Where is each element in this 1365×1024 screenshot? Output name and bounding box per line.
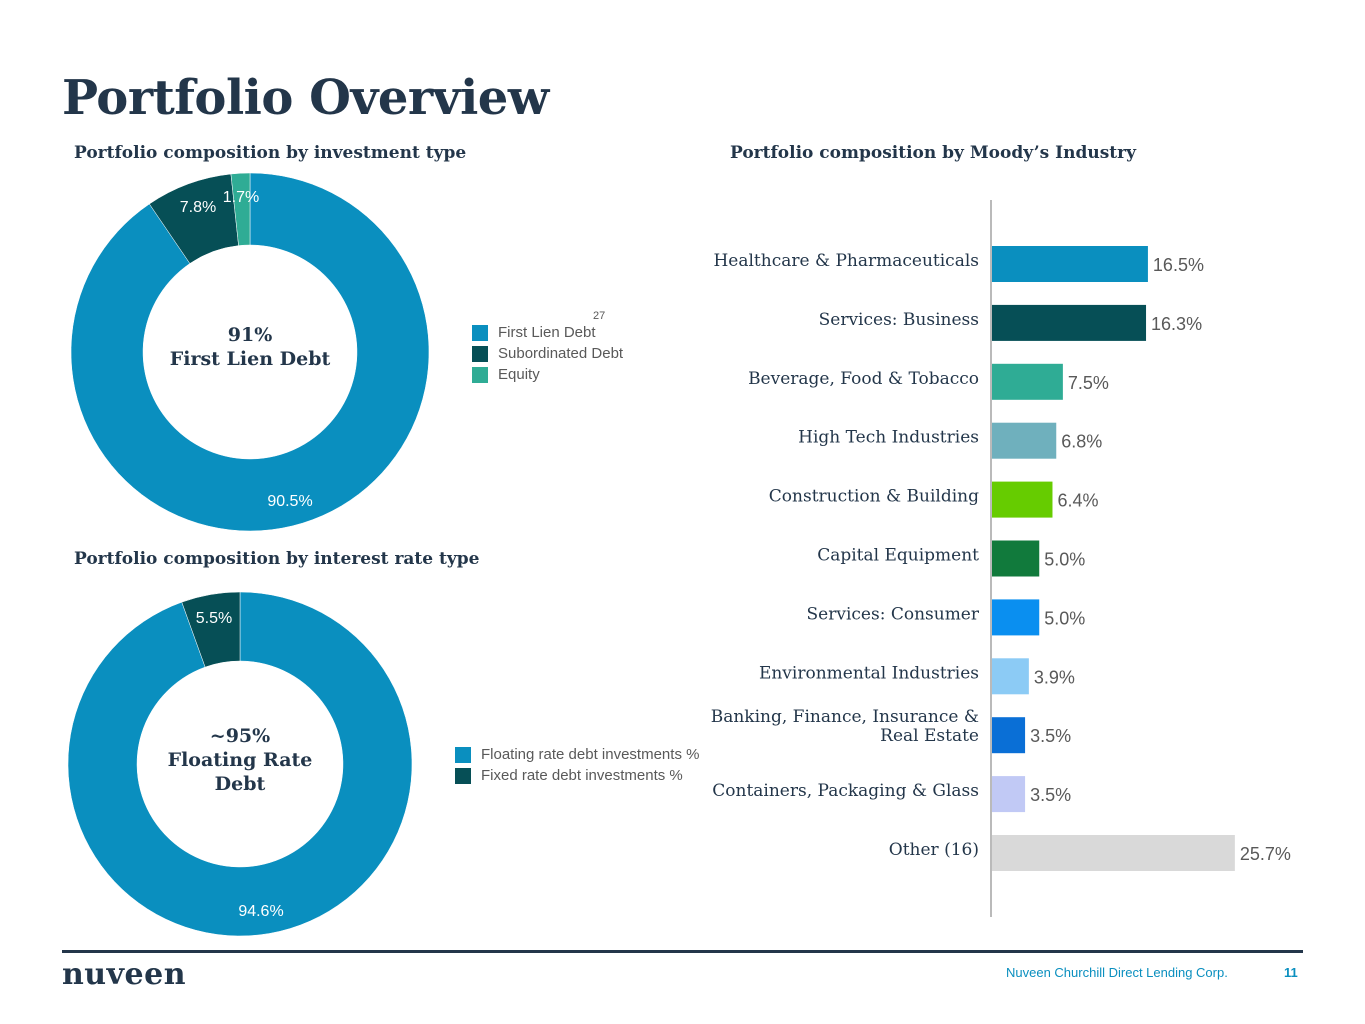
interest-rate-slice-fixed-rate-debt-investments — [181, 591, 241, 668]
investment-type-data-label: 7.8% — [180, 199, 216, 216]
legend-swatch-first-lien — [472, 324, 488, 341]
investment-type-legend: First Lien Debt Subordinated Debt Equity — [472, 322, 623, 385]
industry-bar — [992, 540, 1040, 577]
interest-rate-slice-floating-rate-debt-investments — [67, 591, 413, 937]
industry-category-label: Banking, Finance, Insurance & — [711, 707, 979, 727]
industry-bar — [992, 363, 1063, 400]
investment-type-chart-title: Portfolio composition by investment type — [74, 143, 467, 163]
industry-category-label: Capital Equipment — [817, 546, 979, 566]
legend-item-equity: Equity — [472, 364, 623, 385]
industry-bar-value-label: 16.3% — [1151, 314, 1202, 334]
industry-bar-value-label: 25.7% — [1240, 844, 1291, 864]
interest-rate-center-label: ~95% — [210, 725, 270, 747]
footer-company-name: Nuveen Churchill Direct Lending Corp. — [1006, 965, 1228, 980]
industry-bar — [992, 717, 1026, 754]
industry-bar — [992, 658, 1029, 695]
industry-category-label: Environmental Industries — [759, 663, 979, 683]
interest-rate-center-label: Debt — [215, 773, 266, 795]
legend-item-fixed: Fixed rate debt investments % — [455, 765, 699, 786]
industry-chart-title: Portfolio composition by Moody’s Industr… — [730, 143, 1136, 163]
industry-category-label: Real Estate — [880, 726, 979, 746]
legend-item-floating: Floating rate debt investments % — [455, 744, 699, 765]
industry-bar-value-label: 3.9% — [1034, 667, 1075, 687]
interest-rate-chart-title: Portfolio composition by interest rate t… — [74, 549, 480, 569]
investment-type-center-label: First Lien Debt — [170, 348, 331, 370]
industry-bar — [992, 246, 1148, 282]
interest-rate-data-label: 94.6% — [238, 903, 283, 920]
industry-category-label: Services: Consumer — [807, 604, 980, 624]
legend-label-fixed: Fixed rate debt investments % — [481, 767, 683, 784]
legend-swatch-subordinated — [472, 345, 488, 362]
industry-bar — [992, 422, 1057, 459]
investment-type-slice-first-lien-debt — [70, 172, 430, 532]
nuveen-logo: nuveen — [62, 957, 187, 992]
legend-label-subordinated: Subordinated Debt — [498, 345, 624, 362]
legend-label-equity: Equity — [498, 366, 540, 383]
industry-bar-value-label: 3.5% — [1030, 785, 1071, 805]
industry-bar-value-label: 6.8% — [1061, 432, 1102, 452]
industry-category-label: Other (16) — [889, 840, 979, 860]
industry-category-label: Beverage, Food & Tobacco — [748, 369, 979, 389]
interest-rate-data-label: 5.5% — [196, 610, 232, 627]
industry-bar-value-label: 3.5% — [1030, 726, 1071, 746]
industry-category-label: Containers, Packaging & Glass — [712, 781, 979, 801]
legend-label-floating: Floating rate debt investments % — [481, 746, 700, 763]
industry-bar-value-label: 7.5% — [1068, 373, 1109, 393]
legend-swatch-equity — [472, 366, 488, 383]
page-number: 11 — [1284, 965, 1298, 980]
page-title: Portfolio Overview — [62, 70, 549, 126]
footer-divider — [62, 950, 1303, 953]
industry-category-label: Services: Business — [819, 310, 979, 330]
investment-type-slice-equity — [230, 172, 251, 246]
footnote-marker: 27 — [593, 310, 606, 322]
legend-item-subordinated: Subordinated Debt — [472, 343, 623, 364]
industry-category-label: Construction & Building — [769, 487, 979, 507]
industry-bar — [992, 835, 1235, 871]
industry-bar-value-label: 5.0% — [1044, 608, 1085, 628]
investment-type-center-label: 91% — [228, 324, 273, 346]
industry-category-label: Healthcare & Pharmaceuticals — [713, 251, 979, 271]
investment-type-data-label: 1.7% — [223, 189, 259, 206]
interest-rate-center-label: Floating Rate — [168, 749, 313, 771]
industry-bar-value-label: 16.5% — [1153, 255, 1204, 275]
legend-label-first-lien: First Lien Debt — [498, 324, 596, 341]
legend-item-first-lien: First Lien Debt — [472, 322, 623, 343]
interest-rate-legend: Floating rate debt investments % Fixed r… — [455, 744, 699, 786]
industry-bar — [992, 481, 1053, 518]
industry-category-label: High Tech Industries — [798, 428, 979, 448]
industry-bar — [992, 776, 1026, 813]
investment-type-data-label: 90.5% — [267, 493, 312, 510]
legend-swatch-fixed — [455, 767, 471, 784]
legend-swatch-floating — [455, 746, 471, 763]
industry-bar-value-label: 6.4% — [1057, 491, 1098, 511]
industry-bar-value-label: 5.0% — [1044, 550, 1085, 570]
industry-bar — [992, 599, 1040, 636]
industry-bar — [992, 304, 1147, 341]
